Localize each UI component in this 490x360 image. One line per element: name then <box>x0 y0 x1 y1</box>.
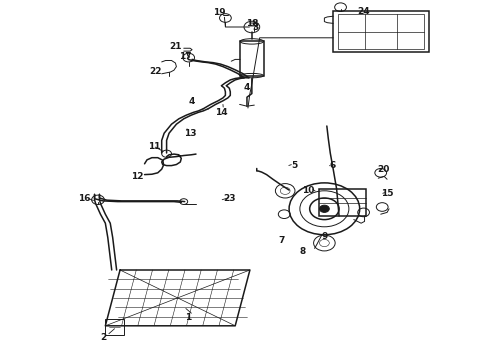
Text: 22: 22 <box>149 67 162 76</box>
Text: 19: 19 <box>213 8 225 17</box>
Bar <box>319 189 366 216</box>
Text: 17: 17 <box>179 53 192 62</box>
Text: 13: 13 <box>184 130 196 139</box>
Text: 9: 9 <box>321 233 328 242</box>
Text: 12: 12 <box>131 172 144 181</box>
Text: 2: 2 <box>100 333 106 342</box>
Text: 21: 21 <box>169 42 182 51</box>
Text: 16: 16 <box>78 194 91 203</box>
Text: 18: 18 <box>245 19 258 28</box>
Bar <box>240 41 264 76</box>
Bar <box>105 319 124 335</box>
Text: 8: 8 <box>300 247 306 256</box>
Text: 5: 5 <box>291 161 297 170</box>
Bar <box>338 14 424 49</box>
Text: 24: 24 <box>357 7 370 16</box>
Text: 15: 15 <box>381 189 393 198</box>
Text: 1: 1 <box>186 313 192 322</box>
Text: 3: 3 <box>253 23 259 32</box>
Bar <box>333 11 429 52</box>
Text: 10: 10 <box>301 186 314 195</box>
Text: 11: 11 <box>148 143 161 152</box>
Text: 14: 14 <box>215 108 228 117</box>
Text: 20: 20 <box>377 166 390 175</box>
Text: 23: 23 <box>223 194 236 202</box>
Circle shape <box>319 205 329 212</box>
Text: 4: 4 <box>189 97 196 106</box>
Text: 6: 6 <box>329 161 335 170</box>
Text: 7: 7 <box>278 236 285 245</box>
Text: 4: 4 <box>243 83 250 92</box>
